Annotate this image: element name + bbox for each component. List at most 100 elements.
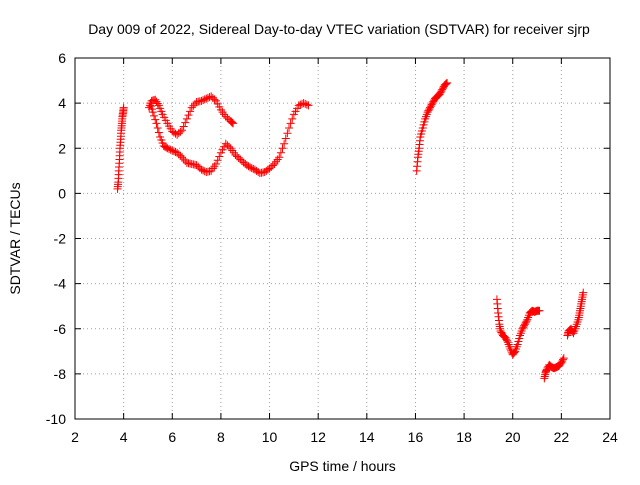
data-point-interp: [153, 99, 162, 108]
data-point-interp: [200, 95, 209, 104]
data-point-interp: [166, 145, 175, 154]
data-point: [299, 99, 308, 108]
data-point-interp: [510, 348, 519, 357]
y-tick-label: -8: [54, 366, 67, 382]
data-point-interp: [181, 118, 190, 127]
data-point-interp: [522, 317, 531, 326]
y-tick-label: -6: [54, 321, 67, 337]
data-point: [229, 119, 238, 128]
x-tick-label: 22: [554, 429, 570, 445]
data-point: [148, 108, 157, 117]
data-point-interp: [278, 144, 287, 153]
data-point: [187, 103, 196, 112]
data-point-interp: [244, 162, 253, 171]
x-tick-label: 10: [262, 429, 278, 445]
y-tick-label: 0: [58, 185, 66, 201]
x-tick-label: 24: [602, 429, 618, 445]
data-point-interp: [227, 117, 236, 126]
data-point: [119, 103, 128, 112]
data-point: [163, 144, 172, 153]
data-point: [280, 139, 289, 148]
data-point-interp: [281, 134, 290, 143]
data-point: [178, 126, 186, 135]
data-point-interp: [441, 80, 450, 89]
y-tick-label: 2: [58, 140, 66, 156]
data-point: [559, 354, 568, 363]
data-point: [246, 163, 255, 172]
data-point-interp: [558, 355, 567, 364]
data-point: [212, 160, 221, 169]
data-point: [304, 101, 313, 110]
x-tick-label: 18: [456, 429, 472, 445]
data-point: [152, 119, 161, 128]
data-point-interp: [151, 115, 160, 124]
data-point-interp: [150, 111, 159, 120]
data-point-interp: [165, 145, 174, 154]
series-segment-3: [146, 99, 313, 178]
data-point-interp: [179, 155, 188, 164]
data-point-interp: [176, 127, 185, 136]
x-axis-title: GPS time / hours: [289, 458, 396, 474]
data-point: [197, 96, 206, 105]
data-point-interp: [205, 93, 214, 102]
data-point-interp: [215, 152, 224, 161]
data-point: [178, 153, 186, 162]
data-point-interp: [276, 148, 285, 157]
data-point-interp: [228, 118, 237, 127]
data-point-interp: [153, 123, 162, 132]
data-point-interp: [189, 101, 198, 110]
data-point-interp: [176, 151, 185, 160]
series-segment-5: [492, 295, 544, 359]
y-tick-label: -10: [46, 411, 66, 427]
y-tick-label: 4: [58, 95, 66, 111]
data-point-interp: [268, 161, 277, 170]
data-point: [168, 146, 177, 155]
series-segment-6: [540, 354, 568, 383]
data-point: [285, 123, 293, 132]
data-point: [535, 306, 544, 315]
plot-frame: [74, 57, 611, 420]
data-point-interp: [283, 129, 292, 138]
data-point: [294, 101, 303, 110]
data-point-interp: [199, 166, 208, 175]
x-tick-label: 6: [168, 429, 176, 445]
marks-layer: [113, 78, 588, 383]
x-tick-label: 14: [359, 429, 375, 445]
y-tick-label: 6: [58, 50, 66, 66]
data-point: [275, 153, 284, 162]
data-point: [579, 288, 588, 297]
series-segment-7: [563, 288, 588, 340]
data-point-interp: [288, 114, 297, 123]
data-point-interp: [184, 111, 193, 120]
data-point-interp: [186, 107, 195, 116]
data-point-interp: [199, 96, 208, 105]
data-point-interp: [169, 147, 178, 156]
series-segment-1: [113, 103, 128, 193]
data-point: [182, 114, 191, 123]
data-point-interp: [154, 128, 163, 137]
x-tick-label: 2: [71, 429, 79, 445]
chart-title: Day 009 of 2022, Sidereal Day-to-day VTE…: [88, 21, 590, 37]
data-point-interp: [302, 100, 311, 109]
x-tick-label: 16: [408, 429, 424, 445]
data-point-interp: [301, 99, 310, 108]
y-tick-label: -4: [54, 276, 67, 292]
data-point-interp: [179, 122, 188, 131]
data-point-interp: [249, 164, 258, 173]
x-tick-label: 8: [217, 429, 225, 445]
series-segment-4: [412, 78, 452, 175]
data-point-interp: [247, 164, 256, 173]
data-point-interp: [286, 119, 295, 128]
data-point: [197, 165, 206, 174]
data-point: [202, 94, 211, 103]
data-point-interp: [225, 142, 234, 151]
x-tick-label: 4: [120, 429, 128, 445]
data-point-interp: [213, 156, 222, 165]
x-tick-label: 20: [505, 429, 521, 445]
data-point: [443, 78, 452, 87]
y-tick-label: -2: [54, 231, 67, 247]
data-point-interp: [210, 95, 219, 104]
